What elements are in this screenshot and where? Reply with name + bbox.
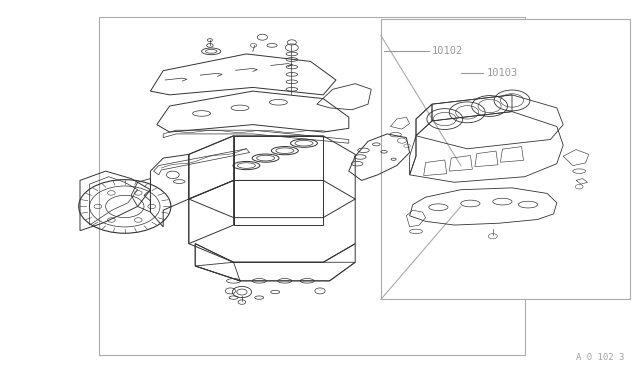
Text: 10102: 10102 bbox=[432, 46, 463, 56]
Text: A 0 102 3: A 0 102 3 bbox=[575, 353, 624, 362]
Bar bbox=[99, 17, 525, 355]
Bar bbox=[381, 19, 630, 299]
Text: 10103: 10103 bbox=[486, 68, 518, 77]
